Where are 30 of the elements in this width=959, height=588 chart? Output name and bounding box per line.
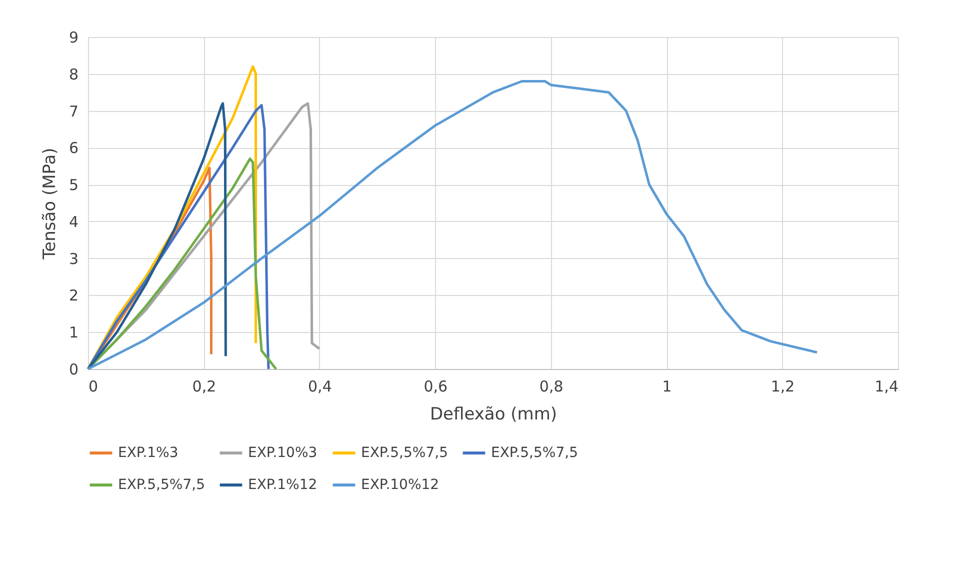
x-tick-label: 1 [662, 378, 672, 396]
y-tick-label: 7 [68, 102, 78, 120]
line-series [86, 102, 227, 370]
y-tick-label: 0 [68, 360, 78, 378]
y-tick-label: 2 [68, 286, 78, 305]
y-tick-label: 3 [68, 250, 78, 268]
y-tick-label: 9 [68, 28, 78, 46]
x-tick-label: 1,4 [874, 378, 898, 396]
legend-label: EXP.5,5%7,5 [118, 477, 205, 493]
x-axis-title: Deflexão (mm) [430, 404, 558, 424]
legend-label: EXP.1%3 [118, 445, 178, 461]
x-tick-label: 0,8 [539, 378, 564, 396]
legend-label: EXP.5,5%7,5 [491, 445, 578, 461]
y-axis-title: Tensão (MPa) [40, 148, 60, 260]
legend-label: EXP.10%3 [248, 445, 318, 461]
x-tick-label: 1,2 [770, 378, 795, 396]
y-tick-label: 6 [68, 139, 78, 158]
y-tick-label: 5 [68, 176, 78, 194]
line-series [86, 80, 818, 370]
line-series [86, 104, 270, 370]
y-tick-label: 1 [68, 324, 78, 342]
legend-label: EXP.10%12 [361, 477, 440, 493]
y-tick-label: 8 [68, 65, 78, 84]
y-tick-label: 4 [68, 212, 78, 231]
x-tick-label: 0 [88, 378, 98, 396]
legend-label: EXP.1%12 [248, 477, 318, 493]
legend-label: EXP.5,5%7,5 [361, 445, 448, 461]
x-tick-label: 0,6 [424, 378, 448, 396]
x-tick-label: 0,4 [308, 378, 332, 396]
x-tick-label: 0,2 [192, 378, 216, 396]
